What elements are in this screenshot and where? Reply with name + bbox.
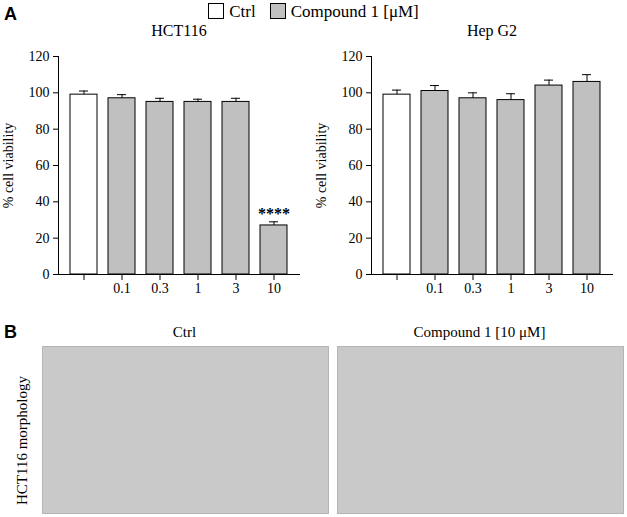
svg-text:0.3: 0.3 (151, 281, 169, 296)
html-text:HCT116: HCT116 (151, 22, 207, 39)
svg-text:% cell viability: % cell viability (1, 123, 16, 209)
html-text:HCT116 morphology: HCT116 morphology (14, 376, 30, 505)
svg-text:120: 120 (29, 49, 50, 64)
svg-text:0.1: 0.1 (113, 281, 131, 296)
svg-text:80: 80 (36, 122, 50, 137)
svg-text:100: 100 (342, 85, 363, 100)
svg-text:3: 3 (233, 281, 240, 296)
html-text:Ctrl: Ctrl (172, 324, 197, 340)
html-text:Hep G2: Hep G2 (466, 22, 518, 39)
svg-text:60: 60 (349, 158, 363, 173)
html-text:Ctrl: Ctrl (229, 2, 256, 21)
svg-text:100: 100 (29, 85, 50, 100)
html-text:Compound 1 [10 μM]: Compound 1 [10 μM] (413, 324, 546, 340)
svg-text:120: 120 (342, 49, 363, 64)
svg-text:0: 0 (43, 267, 50, 282)
svg-text:10: 10 (267, 281, 281, 296)
svg-text:3: 3 (546, 281, 553, 296)
svg-text:60: 60 (36, 158, 50, 173)
svg-text:0: 0 (356, 267, 363, 282)
svg-text:20: 20 (349, 231, 363, 246)
svg-text:20: 20 (36, 231, 50, 246)
svg-text:10: 10 (580, 281, 594, 296)
svg-text:1: 1 (195, 281, 202, 296)
html-text:A: A (4, 4, 17, 24)
svg-text:40: 40 (36, 194, 50, 209)
svg-text:% cell viability: % cell viability (314, 123, 329, 209)
svg-text:0.3: 0.3 (464, 281, 482, 296)
svg-text:****: **** (258, 205, 290, 222)
svg-text:0.1: 0.1 (426, 281, 444, 296)
svg-text:40: 40 (349, 194, 363, 209)
html-text:Compound 1 [μM]: Compound 1 [μM] (290, 2, 419, 21)
svg-text:80: 80 (349, 122, 363, 137)
svg-text:1: 1 (508, 281, 515, 296)
html-text:B: B (4, 322, 17, 342)
